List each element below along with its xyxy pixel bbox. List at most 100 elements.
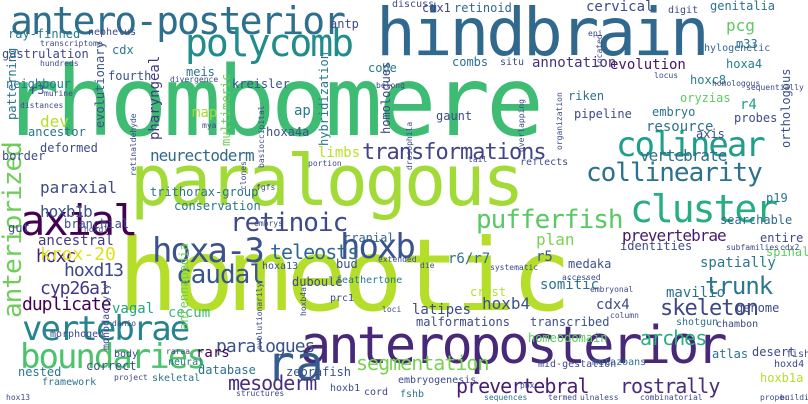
word-hoxa4a: hoxa4a xyxy=(266,125,310,139)
word-nephelus: nephelus xyxy=(88,27,137,38)
word-transformations: transformations xyxy=(362,140,547,165)
word-column: column xyxy=(610,311,639,320)
word-antero-posterior: antero-posterior xyxy=(10,0,346,43)
word-p19: p19 xyxy=(766,191,788,205)
word-framework: framework xyxy=(42,377,97,388)
word-subfamilies: subfamilies xyxy=(726,243,779,252)
word-vagal: vagal xyxy=(112,301,155,317)
word-homeodomain: homeodomain xyxy=(528,331,608,345)
word-identities: identities xyxy=(620,239,693,253)
word-metazoans: metazoans xyxy=(592,357,647,368)
word-drosophila: drosophila xyxy=(405,121,414,170)
word-prevertebrae: prevertebrae xyxy=(622,226,727,245)
word-monodactyly: monodactyly xyxy=(101,283,112,350)
word-riken: riken xyxy=(568,89,605,103)
word-limbs: limbs xyxy=(318,145,361,161)
word-distances: distances xyxy=(20,101,64,110)
word-raraa: raraa xyxy=(166,347,191,356)
word-tail: tail xyxy=(468,155,488,164)
word-hoxb4a: hoxb4a xyxy=(299,287,308,316)
word-anteroposterior: anteroposterior xyxy=(300,316,728,376)
word-arches: arches xyxy=(640,326,707,350)
word-database: database xyxy=(198,363,256,377)
word-rostrally: rostrally xyxy=(620,374,720,398)
word-antennapedia: antennapedia xyxy=(177,243,191,330)
word-cdx1: cdx1 xyxy=(422,1,451,15)
word-pipeline: pipeline xyxy=(574,107,632,121)
word-branchial: branchial xyxy=(64,217,130,231)
word-trunk: trunk xyxy=(705,272,773,300)
word-termed: termed xyxy=(548,393,577,402)
word-fourth: fourth xyxy=(108,69,152,83)
word-border: border xyxy=(2,149,46,163)
word-retinoid: retinoid xyxy=(454,1,512,15)
word-hoxc8: hoxc8 xyxy=(690,73,727,87)
word-building: building xyxy=(780,393,808,402)
word-probes: probes xyxy=(734,111,778,125)
word-mesoderm: mesoderm xyxy=(228,371,317,395)
word-entire: entire xyxy=(760,231,804,245)
word-ulnaless: ulnaless xyxy=(580,393,619,402)
word-digit: digit xyxy=(668,5,699,16)
word-belong: belong xyxy=(376,81,405,90)
word-morphogen: morphogen xyxy=(50,329,105,340)
word-caudal: caudal xyxy=(176,260,265,290)
word-cervical: cervical xyxy=(586,0,654,15)
word-homologous: homologous xyxy=(712,79,761,88)
word-featherstone: feathertone xyxy=(336,275,403,286)
word-gaunt: gaunt xyxy=(436,109,473,123)
word-patterning: patterning xyxy=(5,47,19,120)
word-skeletal: skeletal xyxy=(152,373,201,384)
word-ap: ap xyxy=(294,103,311,119)
word-proper: proper xyxy=(760,393,789,402)
word-paraxial: paraxial xyxy=(40,178,118,197)
word-clones: clones xyxy=(239,161,248,190)
word-neurectoderm: neurectoderm xyxy=(150,146,255,165)
word-cord: cord xyxy=(364,387,389,398)
word-ancestral: ancestral xyxy=(38,233,114,249)
word-pufferfish: pufferfish xyxy=(476,205,624,235)
word-crest: crest xyxy=(470,285,507,299)
word-mavilio: mavilio xyxy=(666,285,726,301)
word-resource: resource xyxy=(646,119,714,135)
word-hoxd1: hoxd1 xyxy=(84,225,109,234)
word-homeotic: homeotic xyxy=(118,217,572,334)
word-hoxb: hoxb xyxy=(340,227,416,267)
word-r6r7: r6/r7 xyxy=(448,251,491,267)
word-reflects: reflects xyxy=(520,157,569,168)
word-loci: loci xyxy=(382,305,402,314)
word-cranial: cranial xyxy=(344,231,395,245)
word-located: located xyxy=(595,34,604,68)
word-gut: gut xyxy=(8,221,30,235)
word-annotation: annotation xyxy=(532,55,617,71)
word-duplicate: duplicate xyxy=(22,294,112,315)
word-conservation: conservation xyxy=(174,199,261,213)
word-cecum: cecum xyxy=(168,305,211,321)
word-transcribed: transcribed xyxy=(530,315,610,329)
word-evolutionary: evolutionary xyxy=(93,41,107,128)
word-r5: r5 xyxy=(536,249,553,265)
word-vertebrae: vertebrae xyxy=(22,309,190,349)
word-cyp26a1: cyp26a1 xyxy=(40,278,110,299)
word-boundaries: boundaries xyxy=(20,337,207,377)
word-embryo: embryo xyxy=(652,105,696,119)
word-epi: epi xyxy=(588,29,603,38)
word-latipes: latipes xyxy=(412,302,472,318)
word-neural: neural xyxy=(168,357,205,368)
word-kreisler: kreisler xyxy=(232,77,290,91)
word-atlas: atlas xyxy=(712,347,749,361)
word-overlapping: overlapping xyxy=(517,99,526,152)
word-map: map xyxy=(192,105,218,121)
word-hoxa13: hoxa13 xyxy=(262,261,299,272)
word-ra: ra xyxy=(266,336,324,392)
word-extended: extended xyxy=(378,255,417,264)
word-systematic: systematic xyxy=(490,263,539,272)
word-genome: genome xyxy=(736,301,780,315)
word-chambon: chambon xyxy=(716,319,759,330)
word-hoxb1b: hoxb1b xyxy=(40,202,93,221)
word-axial: axial xyxy=(20,196,138,245)
word-nested: nested xyxy=(18,365,62,379)
word-ancestor: ancestor xyxy=(28,125,86,139)
word-meis: meis xyxy=(186,65,215,79)
